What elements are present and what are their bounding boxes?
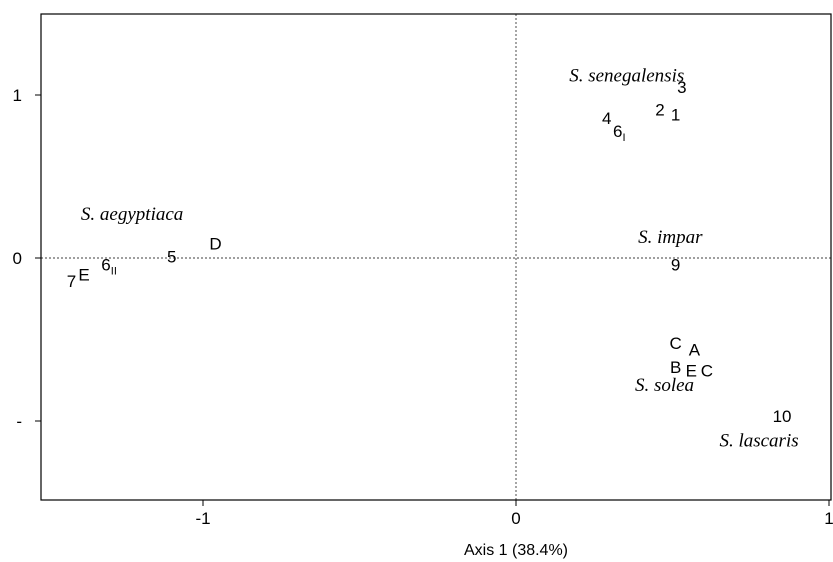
x-axis-ticks: -1 0 1 — [195, 500, 833, 528]
point-label-subscript: II — [111, 266, 117, 278]
point-label-text: 6 — [101, 256, 110, 275]
point-label-1: 2 — [655, 101, 664, 120]
point-label-9: 7 — [67, 272, 76, 291]
point-label-text: A — [689, 340, 701, 359]
point-label-13: B — [670, 358, 681, 377]
y-tick-label-0: 1 — [13, 86, 22, 105]
point-label-text: 6 — [613, 122, 622, 141]
x-tick-label-0: -1 — [195, 509, 210, 528]
point-label-6: 5 — [167, 247, 176, 266]
point-label-11: C — [669, 334, 681, 353]
point-label-2: 1 — [671, 106, 680, 125]
species-label-0: S. senegalensis — [569, 65, 684, 86]
x-axis-title: Axis 1 (38.4%) — [464, 542, 568, 559]
species-label-4: S. lascaris — [719, 431, 798, 452]
species-label-2: S. impar — [638, 227, 703, 248]
x-tick-label-1: 0 — [511, 509, 520, 528]
species-label-3: S. solea — [635, 375, 694, 396]
point-label-text: 4 — [602, 109, 611, 128]
y-tick-label-1: 0 — [13, 249, 22, 268]
x-tick-label-2: 1 — [824, 509, 833, 528]
point-label-5: D — [209, 234, 221, 253]
point-label-text: 9 — [671, 256, 680, 275]
point-label-text: 5 — [167, 247, 176, 266]
point-label-text: C — [669, 334, 681, 353]
point-label-8: E — [78, 265, 89, 284]
point-label-text: 1 — [671, 106, 680, 125]
point-label-7: 6II — [101, 256, 117, 278]
y-axis-ticks: 1 0 - — [13, 86, 41, 431]
point-label-text: B — [670, 358, 681, 377]
point-label-15: C — [701, 361, 713, 380]
point-label-text: 2 — [655, 101, 664, 120]
point-label-text: C — [701, 361, 713, 380]
point-label-16: 10 — [773, 407, 792, 426]
point-label-14: E — [686, 361, 697, 380]
y-tick-label-2: - — [16, 412, 22, 431]
point-label-text: E — [78, 265, 89, 284]
point-label-text: 3 — [677, 78, 686, 97]
point-label-text: 7 — [67, 272, 76, 291]
point-label-text: 10 — [773, 407, 792, 426]
point-label-text: E — [686, 361, 697, 380]
point-label-3: 4 — [602, 109, 611, 128]
point-label-12: A — [689, 340, 701, 359]
plot-frame — [40, 13, 832, 501]
point-label-text: D — [209, 234, 221, 253]
point-label-10: 9 — [671, 256, 680, 275]
point-label-subscript: I — [622, 132, 625, 144]
species-label-1: S. aegyptiaca — [81, 204, 183, 225]
point-label-4: 6I — [613, 122, 626, 144]
point-label-0: 3 — [677, 78, 686, 97]
species-labels: S. senegalensis S. aegyptiaca S. impar S. s… — [81, 65, 799, 451]
